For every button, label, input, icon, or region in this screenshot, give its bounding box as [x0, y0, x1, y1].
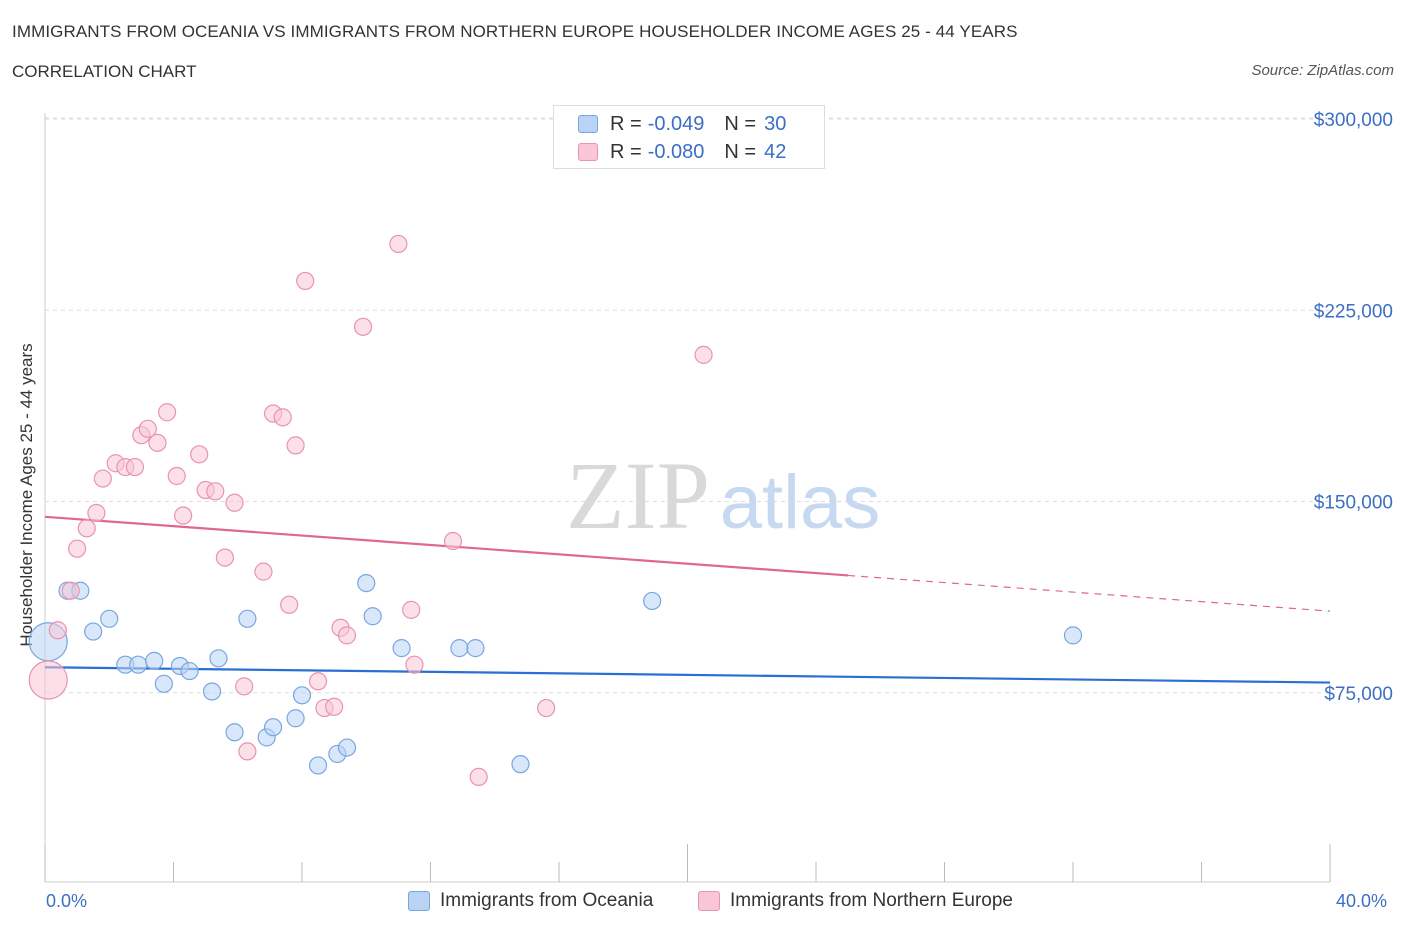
northern-europe-point [174, 506, 193, 525]
y-tick-labels: $75,000 $150,000 $225,000 $300,000 [1314, 110, 1393, 705]
northern-europe-point [225, 493, 244, 512]
northern-europe-point [325, 697, 344, 716]
y-tick-label-0: $75,000 [1324, 684, 1393, 705]
northern-europe-point [694, 345, 713, 364]
x-tick-label-min: 0.0% [46, 891, 88, 911]
oceania-point [225, 723, 244, 742]
oceania-point [154, 674, 173, 693]
northern-europe-point [337, 626, 357, 645]
northern-europe-point [157, 403, 177, 422]
oceania-point [363, 607, 382, 626]
chart-title: IMMIGRANTS FROM OCEANIA VS IMMIGRANTS FR… [12, 22, 1018, 41]
northern-europe-point [405, 655, 424, 674]
chart-subtitle: CORRELATION CHART [12, 62, 197, 81]
northern-europe-point [87, 503, 106, 523]
legend-swatch-oceania [578, 115, 598, 133]
oceania-point [466, 639, 485, 658]
trend-line-oceania [44, 666, 1331, 684]
legend-row-northern-europe: R = -0.080 N = 42 [578, 139, 786, 165]
legend-n-label: N = [724, 140, 757, 163]
northern-europe-point [286, 436, 305, 455]
bottom-legend-swatch-northern-europe [698, 891, 720, 911]
y-tick-label-3: $300,000 [1314, 110, 1393, 131]
legend-r-value: -0.049 [647, 112, 705, 135]
watermark-zip: ZIP [566, 442, 710, 549]
trend-line-northern-europe-extension [848, 574, 1331, 612]
northern-europe-point [138, 419, 157, 438]
oceania-point [357, 573, 376, 593]
oceania-point [337, 738, 357, 757]
gridlines [45, 117, 1330, 694]
oceania-point [392, 639, 411, 658]
correlation-legend: R = -0.049 N = 30 R = -0.080 N = 42 [553, 105, 825, 169]
northern-europe-point [48, 621, 67, 640]
bottom-legend-label-oceania: Immigrants from Oceania [440, 890, 654, 911]
bottom-legend-swatch-oceania [408, 891, 430, 911]
axes [44, 113, 1331, 883]
northern-europe-point [273, 408, 292, 427]
oceania-point [129, 655, 148, 674]
northern-europe-point [125, 457, 145, 477]
x-tick-label-max: 40.0% [1336, 891, 1388, 911]
northern-europe-point [296, 271, 315, 291]
oceania-point [180, 661, 199, 681]
bottom-legend-label-northern-europe: Immigrants from Northern Europe [730, 890, 1013, 911]
oceania-point [308, 756, 328, 775]
northern-europe-point [28, 660, 68, 700]
northern-europe-point [469, 767, 488, 787]
bottom-legend-oceania: Immigrants from Oceania [408, 890, 653, 912]
northern-europe-point [537, 698, 556, 718]
data-points [28, 234, 1083, 787]
northern-europe-point [206, 482, 225, 501]
oceania-point [511, 755, 530, 774]
oceania-point [202, 682, 222, 701]
bottom-legend-northern-europe: Immigrants from Northern Europe [698, 890, 1013, 912]
northern-europe-point [215, 548, 234, 567]
northern-europe-point [190, 445, 209, 464]
y-tick-label-1: $150,000 [1314, 493, 1393, 514]
northern-europe-point [77, 519, 96, 538]
northern-europe-point [353, 317, 373, 336]
legend-swatch-northern-europe [578, 143, 598, 161]
oceania-point [209, 649, 228, 668]
legend-row-oceania: R = -0.049 N = 30 [578, 111, 786, 137]
legend-n-value: 42 [764, 140, 787, 163]
northern-europe-point [235, 677, 254, 696]
oceania-point [292, 686, 312, 705]
oceania-point [1063, 626, 1083, 645]
legend-n-label: N = [724, 112, 757, 135]
oceania-point [84, 622, 103, 641]
oceania-point [145, 651, 164, 670]
legend-r-label: R = [610, 112, 642, 135]
northern-europe-point [93, 469, 112, 488]
northern-europe-point [68, 539, 87, 558]
northern-europe-point [238, 742, 257, 761]
northern-europe-point [402, 600, 421, 619]
oceania-point [238, 609, 257, 628]
source-credit: Source: ZipAtlas.com [1251, 62, 1394, 79]
watermark-atlas: atlas [720, 460, 881, 545]
northern-europe-point [148, 433, 167, 452]
watermark: ZIP atlas [566, 442, 880, 549]
legend-r-label: R = [610, 140, 642, 163]
northern-europe-point [280, 595, 299, 614]
oceania-point [100, 609, 119, 628]
northern-europe-point [443, 531, 463, 551]
oceania-point [286, 709, 305, 728]
y-tick-label-2: $225,000 [1314, 301, 1393, 322]
oceania-point [643, 591, 662, 611]
oceania-point [450, 639, 469, 658]
legend-n-value: 30 [764, 112, 787, 135]
legend-r-value: -0.080 [647, 140, 705, 163]
northern-europe-point [167, 466, 186, 486]
northern-europe-point [61, 581, 80, 600]
northern-europe-point [254, 562, 273, 581]
northern-europe-point [308, 672, 328, 691]
oceania-point [263, 718, 283, 737]
northern-europe-point [389, 234, 408, 254]
